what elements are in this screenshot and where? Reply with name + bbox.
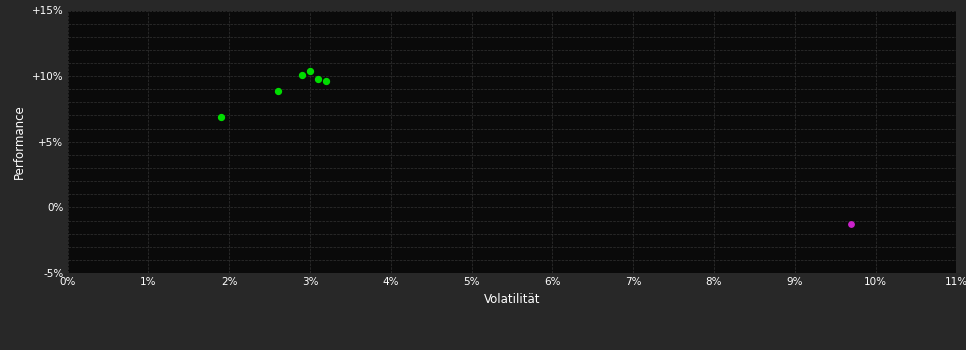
Point [319,79,334,84]
Point [295,72,310,78]
Point [310,76,326,82]
Point [302,68,318,74]
Point [213,114,229,120]
X-axis label: Volatilität: Volatilität [484,293,540,306]
Point [843,222,859,227]
Y-axis label: Performance: Performance [14,104,26,179]
Point [270,88,285,93]
